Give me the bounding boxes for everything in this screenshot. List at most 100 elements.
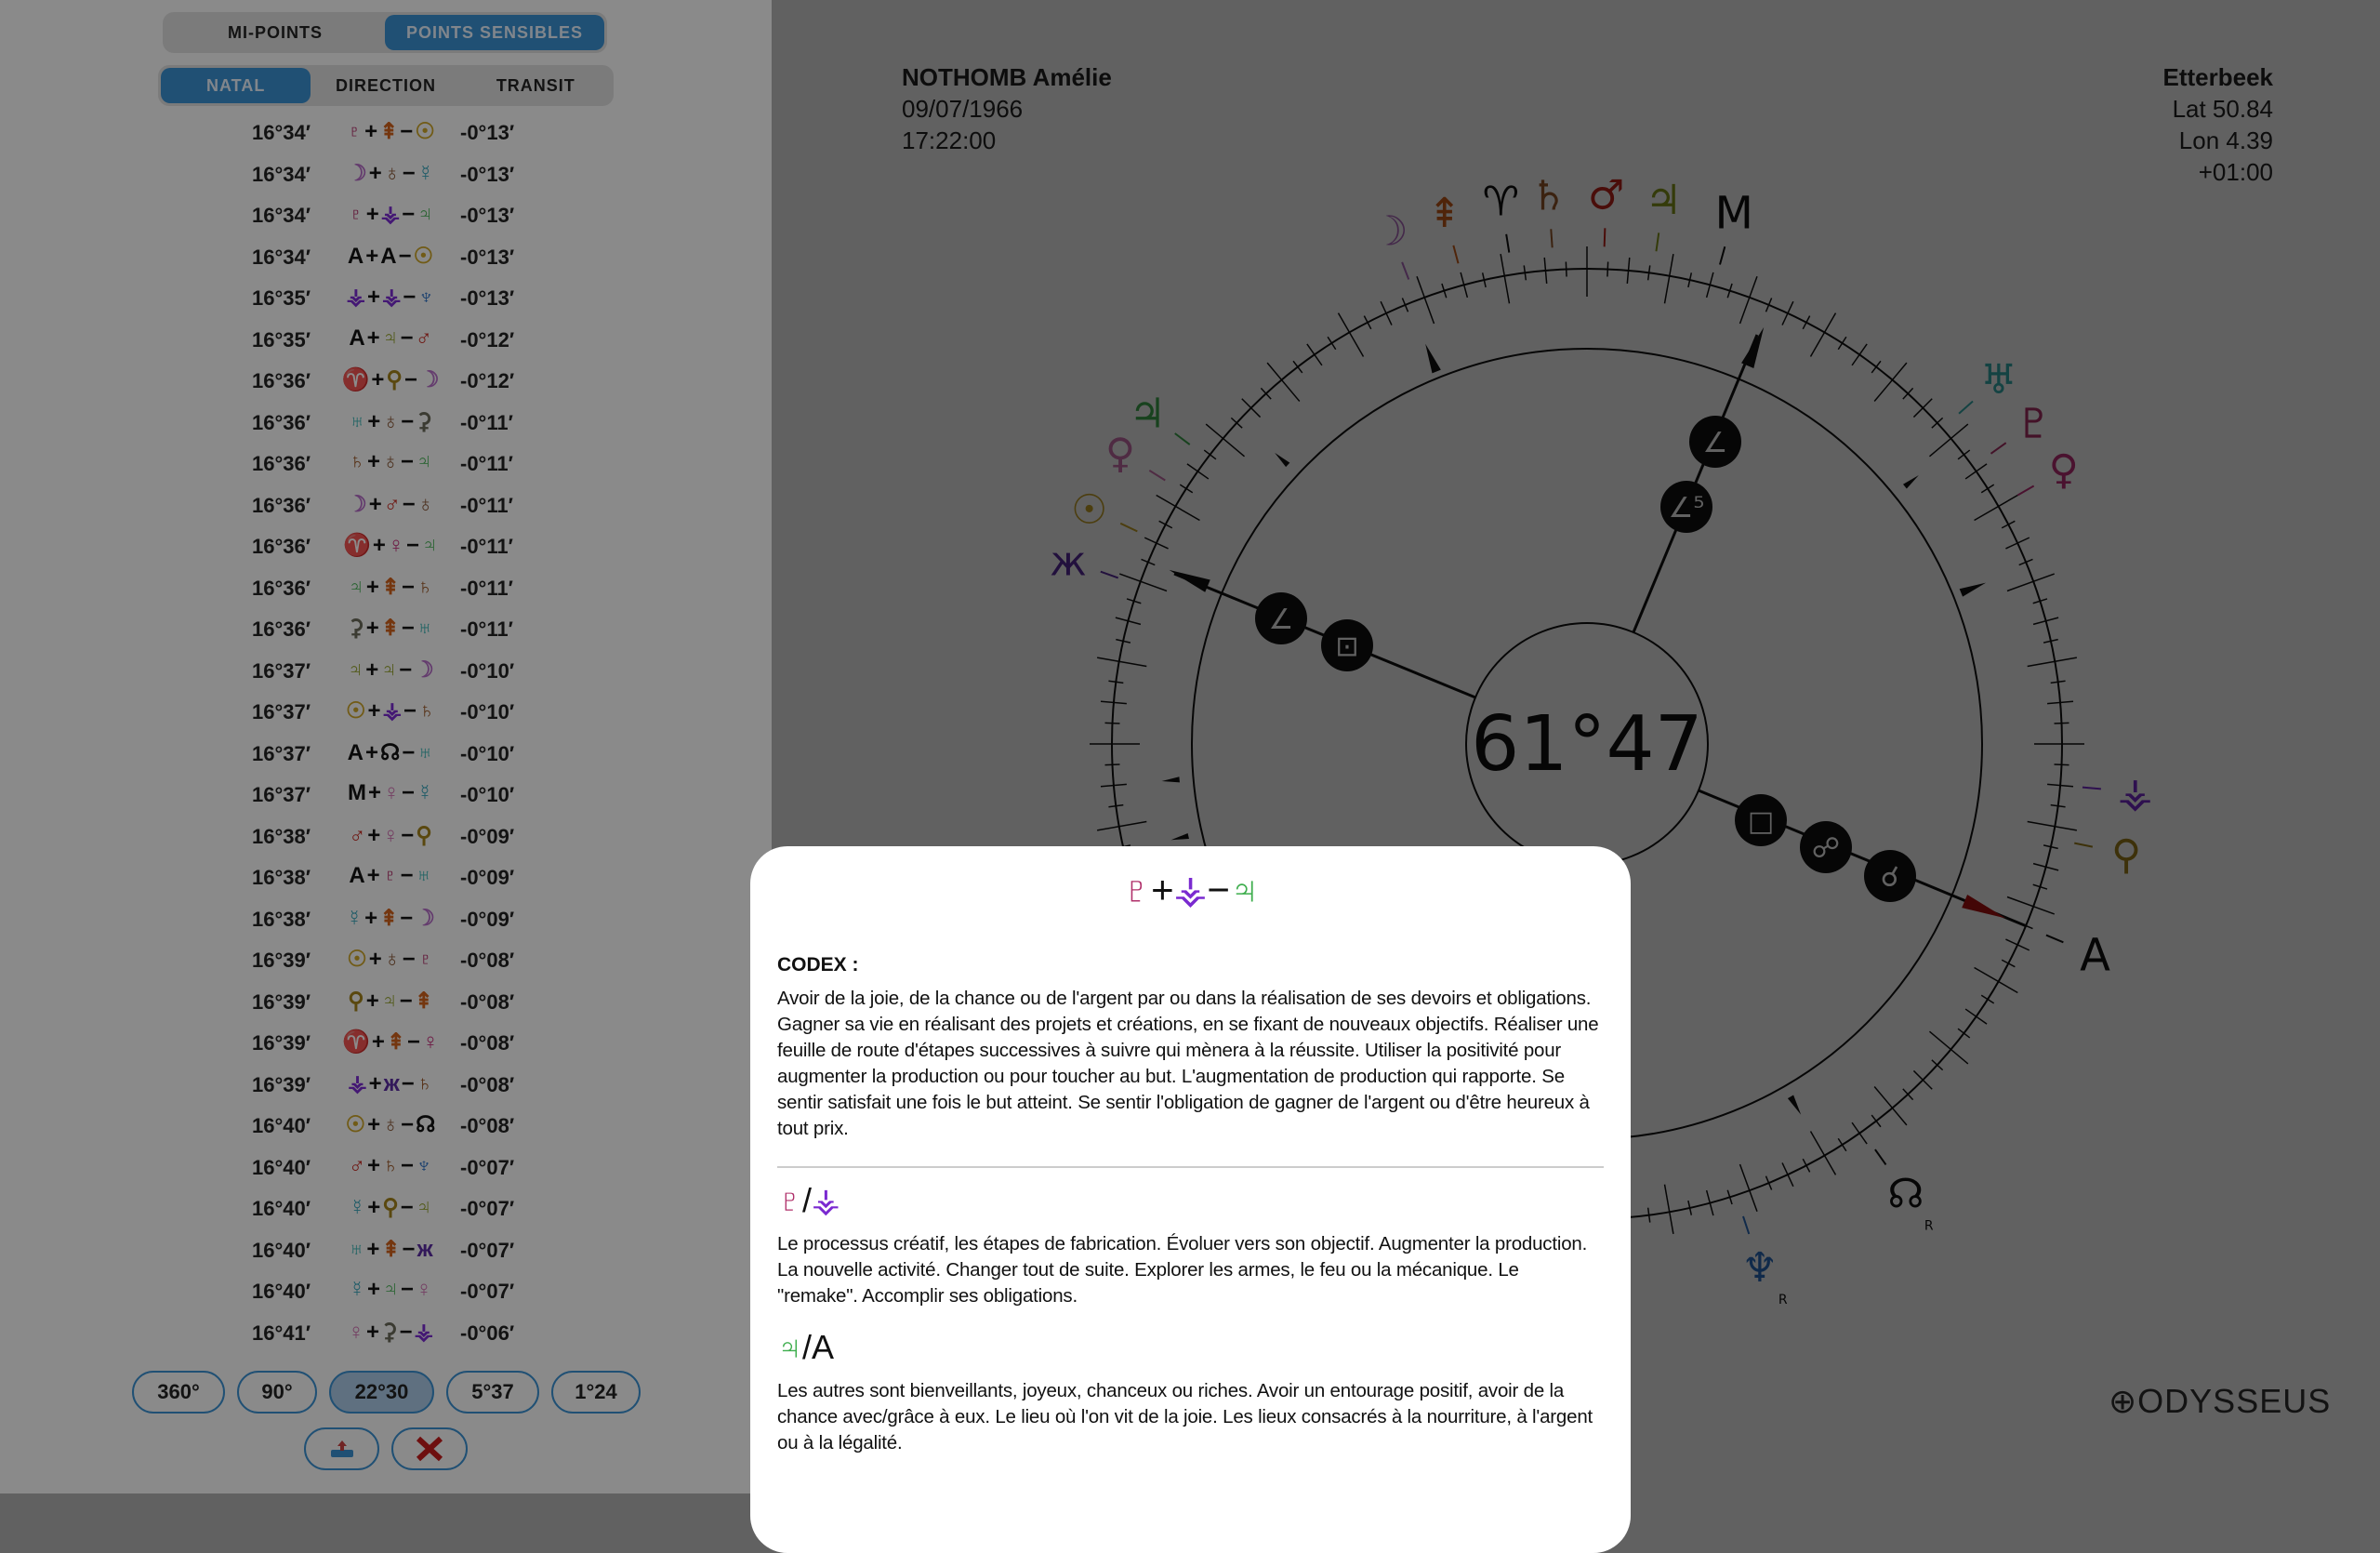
point-orb: -0°11′: [460, 452, 513, 475]
point-formula: A+♇−♅: [325, 863, 456, 889]
list-item[interactable]: 16°40′ ♂+♄−♆ -0°07′: [0, 1147, 772, 1188]
admetos-glyph[interactable]: ♀: [1105, 430, 1135, 477]
tick-mark: [1663, 1184, 1674, 1235]
list-item[interactable]: 16°36′ ♅+♁−⚳ -0°11′: [0, 402, 772, 444]
birth-date: 09/07/1966: [902, 95, 1024, 123]
list-item[interactable]: 16°40′ ☿+⚲−♃ -0°07′: [0, 1188, 772, 1229]
operator: +: [366, 1152, 380, 1178]
operator: −: [401, 822, 415, 848]
orb-button-90[interactable]: 90°: [237, 1371, 317, 1414]
list-item[interactable]: 16°37′ ☉+⚶−♄ -0°10′: [0, 691, 772, 733]
planet-leader-line: [1401, 261, 1410, 280]
odysseus-logo: ⊕ODYSSEUS: [2109, 1382, 2332, 1420]
orb-button-1-24[interactable]: 1°24: [551, 1371, 641, 1414]
point-position: 16°38′: [251, 824, 311, 848]
orb-button-360[interactable]: 360°: [132, 1371, 225, 1414]
codex-text: Avoir de la joie, de la chance ou de l'a…: [777, 988, 1599, 1139]
sun-glyph[interactable]: ☉: [1071, 486, 1107, 534]
tab-transit[interactable]: TRANSIT: [496, 75, 575, 95]
neptune-icon: ♆: [416, 1152, 433, 1178]
kronos-glyph[interactable]: ♃: [1646, 177, 1682, 224]
point-position: 16°36′: [251, 576, 311, 600]
point-formula: ⚶+⚶−♆: [325, 284, 456, 311]
mars-glyph[interactable]: ♂: [1588, 171, 1624, 219]
list-item[interactable]: 16°34′ ☽+♁−☿ -0°13′: [0, 153, 772, 195]
moon-icon: ☽: [418, 367, 440, 392]
saturn-glyph[interactable]: ♄: [1530, 172, 1567, 219]
divider: [777, 1166, 1604, 1168]
point-formula: ☉+⚶−♄: [325, 697, 456, 724]
orb-button-5-37[interactable]: 5°37: [446, 1371, 539, 1414]
list-item[interactable]: 16°40′ ☿+♃−♀ -0°07′: [0, 1270, 772, 1312]
astro-chart-wheel[interactable]: 61°47 ∠∠⁵∠⊡□☍☌ ☽ ⇞ ♈ ♄ ♂ ♃ M♅♇♀⚶⚲A☊R♆Rж☉♀♃: [0, 0, 2380, 1493]
node-glyph[interactable]: ☊: [1887, 1171, 1924, 1218]
venus-glyph[interactable]: ♀: [2049, 446, 2079, 494]
tick-mark: [1974, 494, 2018, 522]
list-item[interactable]: 16°36′ ⚳+⇞−♅ -0°11′: [0, 608, 772, 650]
planet-leader-line: [1655, 232, 1660, 252]
uranus-glyph[interactable]: ♅: [1980, 356, 2016, 404]
point-position: 16°35′: [251, 286, 311, 310]
operator: +: [365, 988, 379, 1014]
vulkanus-glyph[interactable]: ♈: [1483, 178, 1519, 225]
point-formula: ♈+⚲−☽: [325, 366, 456, 393]
orb-button-22-30[interactable]: 22°30: [329, 1371, 434, 1414]
uranus-icon: ♅: [349, 408, 366, 434]
point-position: 16°37′: [251, 700, 311, 723]
planet-leader-line: [2045, 934, 2064, 944]
moon-glyph[interactable]: ☽: [1371, 207, 1408, 255]
close-button[interactable]: [391, 1427, 468, 1470]
list-item[interactable]: 16°37′ A+☊−♅ -0°10′: [0, 733, 772, 775]
list-item[interactable]: 16°38′ A+♇−♅ -0°09′: [0, 856, 772, 898]
asc-glyph[interactable]: A: [2080, 930, 2110, 982]
list-item[interactable]: 16°34′ ♇+⇞−☉ -0°13′: [0, 112, 772, 153]
list-item[interactable]: 16°41′ ♀+⚳−⚶ -0°06′: [0, 1312, 772, 1354]
point-formula: ♈+♀−♃: [325, 532, 456, 559]
list-item[interactable]: 16°36′ ♈+♀−♃ -0°11′: [0, 525, 772, 567]
planet-leader-line: [1148, 470, 1166, 482]
transpluto-glyph[interactable]: ⚲: [2111, 831, 2141, 879]
pluto-glyph[interactable]: ♇: [2016, 401, 2052, 448]
list-item[interactable]: 16°36′ ♄+♁−♃ -0°11′: [0, 443, 772, 484]
tab-points-sensibles[interactable]: POINTS SENSIBLES: [385, 15, 604, 50]
list-item[interactable]: 16°36′ ♃+⇞−♄ -0°11′: [0, 567, 772, 609]
house-cusp-triangle: [1170, 832, 1189, 841]
list-item[interactable]: 16°39′ ☉+♁−♇ -0°08′: [0, 939, 772, 981]
tab-direction[interactable]: DIRECTION: [335, 75, 436, 95]
planet-leader-line: [1603, 228, 1606, 247]
operator: +: [368, 1070, 382, 1096]
operator: −: [402, 947, 416, 972]
tab-mi-points[interactable]: MI-POINTS: [228, 22, 323, 42]
zeus-glyph[interactable]: ⇞: [1427, 190, 1461, 237]
list-item[interactable]: 16°35′ A+♃−♂ -0°12′: [0, 319, 772, 361]
list-item[interactable]: 16°34′ ♇+⚶−♃ -0°13′: [0, 194, 772, 236]
list-item[interactable]: 16°40′ ☉+♁−☊ -0°08′: [0, 1105, 772, 1147]
point-orb: -0°11′: [460, 493, 513, 517]
chart-header-right: Etterbeek Lat 50.84 Lon 4.39 +01:00: [2163, 61, 2274, 188]
cupido-glyph[interactable]: ж: [1050, 538, 1087, 585]
mc-glyph[interactable]: M: [1714, 188, 1752, 240]
poseidon-glyph[interactable]: ⚶: [2118, 770, 2152, 817]
list-item[interactable]: 16°38′ ♂+♀−⚲ -0°09′: [0, 816, 772, 857]
list-item[interactable]: 16°35′ ⚶+⚶−♆ -0°13′: [0, 277, 772, 319]
list-item[interactable]: 16°40′ ♅+⇞−ж -0°07′: [0, 1229, 772, 1271]
list-item[interactable]: 16°39′ ♈+⇞−♀ -0°08′: [0, 1022, 772, 1064]
jupiter-glyph[interactable]: ♃: [1129, 391, 1165, 438]
list-item[interactable]: 16°36′ ☽+♂−♁ -0°11′: [0, 484, 772, 526]
tab-natal[interactable]: NATAL: [161, 68, 311, 103]
list-item[interactable]: 16°38′ ☿+⇞−☽ -0°09′: [0, 898, 772, 940]
operator: +: [372, 533, 386, 558]
moon-icon: ☽: [347, 491, 367, 517]
list-item[interactable]: 16°37′ ♃+♃−☽ -0°10′: [0, 650, 772, 692]
export-button[interactable]: [304, 1427, 379, 1470]
aspect-glyph: □: [1748, 805, 1774, 838]
aspect-glyph: ⊡: [1335, 630, 1358, 663]
poseidon-icon: ⚶: [382, 285, 402, 310]
list-item[interactable]: 16°39′ ⚲+♃−⇞ -0°08′: [0, 981, 772, 1023]
list-item[interactable]: 16°37′ M+♀−☿ -0°10′: [0, 774, 772, 816]
planet-leader-line: [1119, 522, 1138, 533]
list-item[interactable]: 16°39′ ⚶+ж−♄ -0°08′: [0, 1064, 772, 1106]
list-item[interactable]: 16°36′ ♈+⚲−☽ -0°12′: [0, 360, 772, 402]
neptune-glyph[interactable]: ♆: [1741, 1244, 1778, 1292]
list-item[interactable]: 16°34′ A+A−☉ -0°13′: [0, 236, 772, 278]
